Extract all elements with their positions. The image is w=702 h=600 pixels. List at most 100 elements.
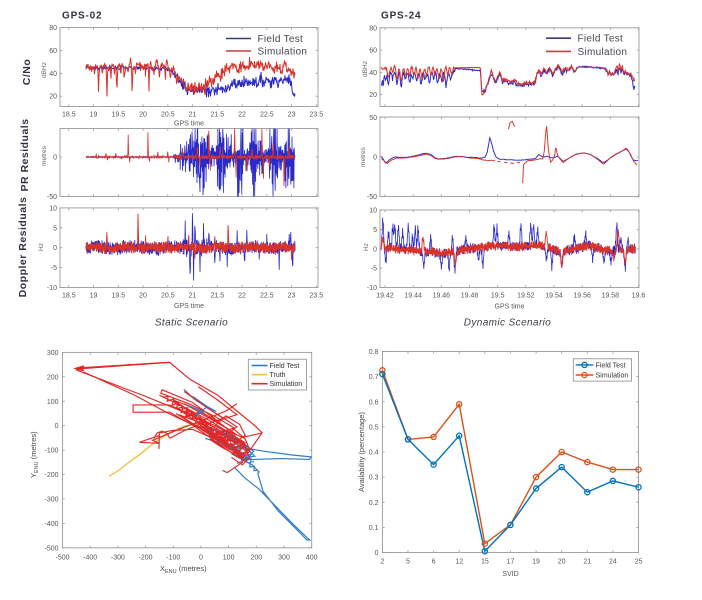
svg-text:Simulation: Simulation [596,373,629,380]
svg-text:22: 22 [238,112,246,119]
svg-text:GPS time: GPS time [174,303,204,310]
svg-text:300: 300 [47,350,59,357]
svg-text:Field Test: Field Test [578,34,624,45]
svg-text:Simulation: Simulation [578,47,628,58]
svg-text:Static Scenario: Static Scenario [155,318,228,329]
svg-text:dBHz: dBHz [41,62,48,78]
svg-text:20: 20 [49,94,57,101]
svg-text:19.6: 19.6 [632,293,646,300]
svg-text:20: 20 [139,112,147,119]
svg-text:GPS time: GPS time [495,304,525,311]
svg-text:-50: -50 [367,194,377,201]
svg-text:21: 21 [583,559,591,566]
svg-text:YENU (metres): YENU (metres) [29,431,40,478]
svg-text:20.5: 20.5 [161,293,175,300]
svg-text:22.5: 22.5 [260,112,274,119]
svg-text:19.46: 19.46 [433,293,451,300]
svg-text:0.1: 0.1 [369,525,379,532]
svg-text:Doppler Residuals: Doppler Residuals [17,197,29,298]
svg-text:0.5: 0.5 [369,424,379,431]
svg-text:23.5: 23.5 [309,112,323,119]
svg-text:12: 12 [455,559,463,566]
svg-text:XENU (metres): XENU (metres) [160,564,207,575]
svg-text:23: 23 [288,293,296,300]
svg-text:40: 40 [369,70,377,77]
svg-text:Hz: Hz [363,243,370,251]
svg-text:0: 0 [373,155,377,162]
svg-text:21.5: 21.5 [210,293,224,300]
svg-text:100: 100 [47,399,59,406]
svg-text:100: 100 [223,555,235,562]
svg-text:GPS-24: GPS-24 [381,10,421,21]
svg-text:20: 20 [139,293,147,300]
svg-text:15: 15 [481,559,489,566]
svg-text:-500: -500 [55,555,69,562]
svg-text:Field Test: Field Test [258,34,304,45]
svg-text:19.56: 19.56 [573,293,591,300]
svg-text:-10: -10 [47,285,57,292]
svg-text:22.5: 22.5 [260,293,274,300]
svg-text:200: 200 [250,555,262,562]
svg-text:-10: -10 [367,285,377,292]
svg-text:19.5: 19.5 [111,293,125,300]
svg-text:C/No: C/No [21,59,33,86]
svg-text:19.5: 19.5 [111,112,125,119]
svg-text:2: 2 [380,559,384,566]
svg-text:0.7: 0.7 [369,374,379,381]
svg-text:Simulation: Simulation [258,47,308,58]
svg-text:19.54: 19.54 [545,293,563,300]
svg-text:19: 19 [90,293,98,300]
svg-text:0: 0 [373,246,377,253]
svg-text:23.5: 23.5 [309,293,323,300]
svg-text:Dynamic Scenario: Dynamic Scenario [464,318,552,329]
svg-text:21.5: 21.5 [210,112,224,119]
svg-text:0.3: 0.3 [369,475,379,482]
svg-text:-500: -500 [44,545,58,552]
svg-text:0: 0 [55,423,59,430]
svg-text:6: 6 [432,559,436,566]
svg-text:0: 0 [53,155,57,162]
svg-text:GPS time: GPS time [174,121,204,128]
svg-text:20: 20 [558,559,566,566]
svg-text:50: 50 [369,115,377,122]
svg-text:19: 19 [532,559,540,566]
svg-text:60: 60 [369,48,377,55]
svg-text:PR Residuals: PR Residuals [19,118,31,191]
svg-text:0: 0 [199,555,203,562]
svg-text:-200: -200 [44,472,58,479]
svg-text:40: 40 [49,71,57,78]
svg-text:Field Test: Field Test [596,362,626,369]
svg-text:19.52: 19.52 [517,293,535,300]
svg-text:5: 5 [373,227,377,234]
svg-text:Simulation: Simulation [270,381,303,388]
svg-text:-100: -100 [44,448,58,455]
svg-text:5: 5 [406,559,410,566]
svg-text:-5: -5 [371,266,377,273]
svg-text:19.58: 19.58 [602,293,620,300]
svg-text:200: 200 [47,374,59,381]
svg-text:5: 5 [53,225,57,232]
svg-text:60: 60 [49,48,57,55]
svg-text:metres: metres [41,145,48,166]
svg-text:0.6: 0.6 [369,399,379,406]
svg-text:-300: -300 [44,496,58,503]
svg-text:20.5: 20.5 [161,112,175,119]
svg-text:300: 300 [278,555,290,562]
svg-text:18.5: 18.5 [62,112,76,119]
svg-text:19.44: 19.44 [404,293,422,300]
svg-text:18.5: 18.5 [62,293,76,300]
svg-text:25: 25 [635,559,643,566]
svg-text:Truth: Truth [270,372,286,379]
svg-text:23: 23 [288,112,296,119]
svg-text:17: 17 [507,559,515,566]
svg-text:0: 0 [53,245,57,252]
svg-text:22: 22 [238,293,246,300]
svg-text:10: 10 [369,208,377,215]
svg-text:80: 80 [369,25,377,32]
svg-text:21: 21 [189,293,197,300]
svg-text:0.2: 0.2 [369,500,379,507]
svg-text:0.8: 0.8 [369,349,379,356]
svg-text:19.42: 19.42 [376,293,394,300]
svg-text:metres: metres [360,146,367,167]
svg-text:-5: -5 [51,265,57,272]
